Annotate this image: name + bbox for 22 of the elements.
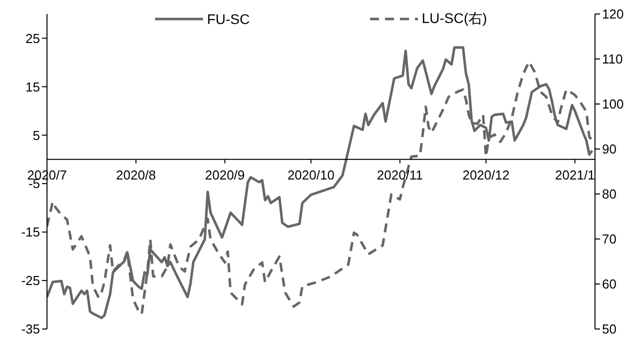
y-tick-label: -15	[21, 224, 40, 240]
x-tick-label: 2020/10	[287, 167, 334, 182]
y2-tick-label: 50	[602, 322, 616, 337]
y-tick-label: 25	[26, 30, 40, 46]
y2-tick-label: 100	[602, 96, 624, 112]
y-tick-label: -35	[21, 322, 40, 337]
y2-tick-label: 110	[602, 52, 623, 67]
legend-label: LU-SC(右)	[422, 10, 488, 28]
y2-tick-label: 60	[602, 276, 616, 292]
x-tick-label: 2020/12	[462, 167, 510, 182]
y-tick-label: -25	[21, 273, 40, 288]
legend-label: FU-SC	[206, 11, 250, 27]
y-tick-label: 5	[32, 128, 40, 143]
x-tick-label: 2021/1	[555, 167, 595, 182]
y2-tick-label: 90	[602, 142, 616, 157]
x-tick-label: 2020/8	[116, 167, 156, 182]
y-tick-label: 15	[26, 79, 40, 94]
y2-tick-label: 120	[602, 6, 624, 22]
x-tick-label: 2020/11	[376, 167, 423, 182]
y2-tick-label: 80	[602, 186, 616, 202]
x-tick-label: 2020/9	[205, 167, 245, 182]
y2-tick-label: 70	[602, 232, 616, 247]
